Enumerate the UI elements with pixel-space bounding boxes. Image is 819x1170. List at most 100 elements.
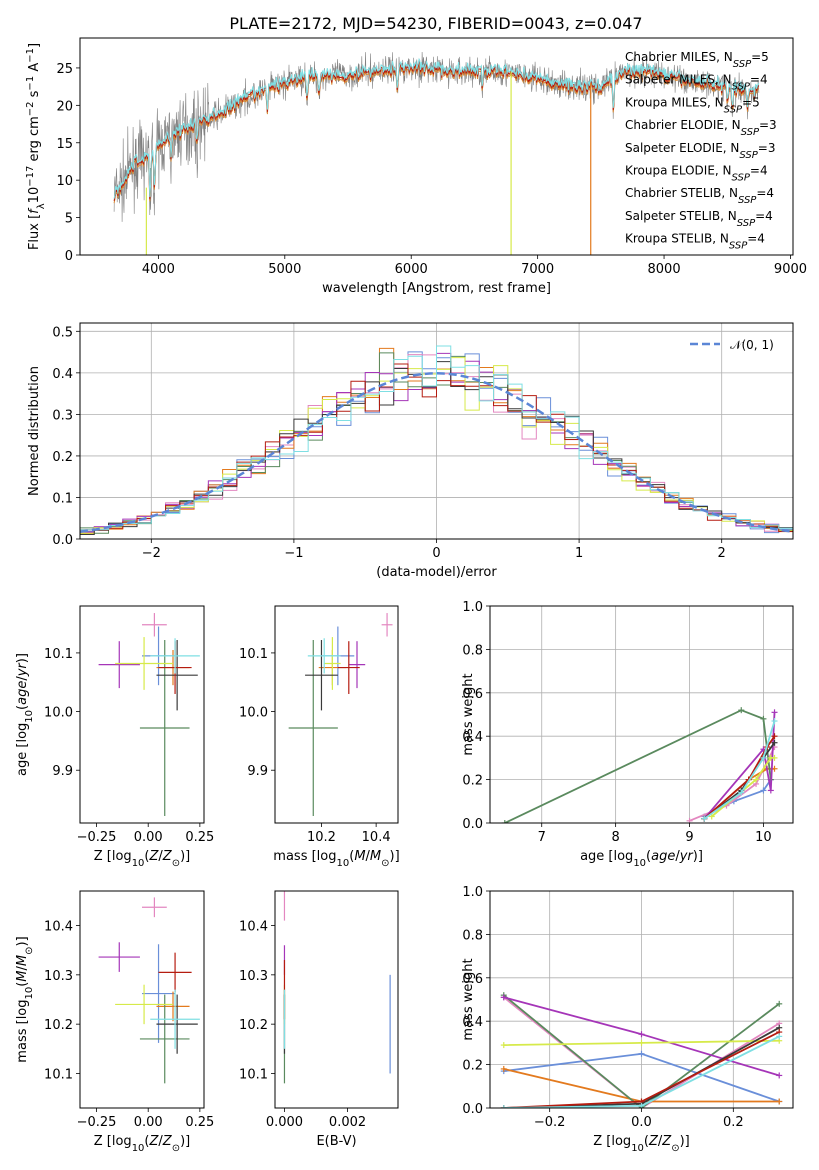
y-tick-label: 0.0 [462,1102,483,1117]
histogram-kroupa-stelib [80,345,793,531]
x-tick-label: −0.25 [77,830,117,845]
y-tick-label: 10.0 [239,706,268,721]
panel-7: 0.000 0.002 10.1 10.2 10.3 10.4 E(B-V) [239,890,399,1149]
panel-3: −0.25 0.00 0.25 9.9 10.0 10.1 Z [log10(Z/Z⊙)] a… [15,605,214,869]
plot-area [113,51,760,255]
y-tick-label: 10.2 [239,1018,268,1033]
plot-area [98,897,200,1084]
x-tick-label: 10.4 [362,830,391,845]
x-tick-label: 1 [575,546,583,561]
x-axis-label: age [log10(age/yr)] [580,849,703,869]
legend-label: Kroupa MILES, NSSP=5 [625,95,760,115]
y-axis-label: mass weight [461,958,476,1040]
axes-frame [274,605,399,824]
x-axis-label: Z [log10(Z/Z⊙)] [94,1134,191,1154]
y-tick-label: 0.4 [462,1015,483,1030]
y-tick-label: 0.5 [52,325,73,340]
y-tick-label: 9.9 [52,764,73,779]
weight-line-chabrier-elodie [503,994,780,1108]
weight-line-salpeter-elodie [703,712,776,820]
panel-5: 7 8 9 10 0.0 0.2 0.4 0.6 0.8 1.0 age [log10(age/yr… [461,600,794,869]
x-tick-label: 0.0 [631,1115,652,1130]
y-tick-label: 0.2 [462,1059,483,1074]
y-tick-label: 0 [65,249,73,264]
y-tick-label: 0.6 [462,687,483,702]
panel-8: −0.2 0.0 0.2 0.0 0.2 0.4 0.6 0.8 1.0 Z [log10(Z/Z… [461,885,794,1154]
y-tick-label: 1.0 [462,600,483,615]
x-tick-label: 7000 [521,262,554,277]
y-tick-label: 0.2 [52,450,73,465]
plot-area [98,613,200,816]
x-axis-label: Z [log10(Z/Z⊙)] [94,849,191,869]
y-tick-label: 10.1 [44,1067,73,1082]
x-tick-label: −2 [142,546,161,561]
legend-label: Salpeter ELODIE, NSSP=3 [625,141,775,161]
y-tick-label: 9.9 [247,764,268,779]
y-tick-label: 5 [65,212,73,227]
legend-label: Kroupa STELIB, NSSP=4 [625,232,765,252]
x-tick-label: 8000 [648,262,681,277]
y-axis-label: Flux [fλ10−17 erg cm−2 s−1 A−1] [25,43,47,250]
y-tick-label: 0.1 [52,491,73,506]
y-axis-label: mass weight [461,673,476,755]
x-tick-label: 10.2 [307,830,336,845]
weight-line-kroupa-stelib [703,720,776,820]
plot-area [500,992,783,1108]
y-axis-label: age [log10(age/yr)] [15,653,35,776]
legend-label: Salpeter STELIB, NSSP=4 [625,209,773,229]
y-tick-label: 0.0 [52,533,73,548]
x-tick-label: 0.00 [134,1115,163,1130]
model-spectrum [113,57,760,199]
x-tick-label: 9000 [774,262,807,277]
y-tick-label: 0.8 [462,928,483,943]
x-tick-label: 0.25 [185,830,214,845]
panel-2: −2 −1 0 1 2 0.0 0.1 0.2 0.3 0.4 0.5 (data-model)/er… [27,322,794,580]
x-tick-label: 0.000 [266,1115,303,1130]
x-axis-label: (data-model)/error [376,565,497,580]
x-tick-label: 2 [718,546,726,561]
gaussian-curve [80,372,793,533]
x-axis-label: wavelength [Angstrom, rest frame] [322,281,551,296]
x-tick-label: 9 [685,830,693,845]
y-tick-label: 1.0 [462,885,483,900]
legend-label: 𝒩(0, 1) [730,338,774,352]
y-tick-label: 0.0 [462,817,483,832]
axes-frame [489,605,794,824]
y-axis-label: mass [log10(M/M⊙)] [15,936,35,1062]
y-tick-label: 10.3 [44,969,73,984]
x-tick-label: 0 [432,546,440,561]
y-tick-label: 15 [56,137,73,152]
y-tick-label: 0.2 [462,774,483,789]
axes-frame [489,890,794,1109]
x-axis-label: mass [log10(M/M⊙)] [273,849,399,869]
weight-line-chabrier-elodie [504,709,772,823]
axes-frame [274,890,399,1109]
y-axis-label: Normed distribution [27,366,42,496]
plot-area [80,345,793,535]
legend: 𝒩(0, 1) [690,338,774,352]
panel-1: 4000 5000 6000 7000 8000 9000 0 5 10 15 20 25 wavele… [25,37,807,296]
panel-6: −0.25 0.00 0.25 10.1 10.2 10.3 10.4 Z [log10(Z/… [15,890,214,1154]
plot-area [288,613,393,816]
x-tick-label: −0.25 [77,1115,117,1130]
x-tick-label: 6000 [395,262,428,277]
axes-frame [79,890,205,1109]
axes-frame [79,605,205,824]
x-tick-label: 10 [755,830,772,845]
x-tick-label: 0.00 [134,830,163,845]
y-tick-label: 25 [56,62,73,77]
y-tick-label: 0.4 [462,730,483,745]
y-tick-label: 20 [56,99,73,114]
panel-4: 10.2 10.4 9.9 10.0 10.1 mass [log10(M/M⊙)] [239,605,400,869]
x-tick-label: 0.002 [329,1115,366,1130]
y-tick-label: 0.8 [462,643,483,658]
y-tick-label: 10.1 [44,647,73,662]
y-tick-label: 0.6 [462,972,483,987]
y-tick-label: 10.0 [44,706,73,721]
y-tick-label: 10.1 [239,647,268,662]
weight-line-salpeter-stelib [703,735,776,820]
grid [490,890,793,1109]
x-tick-label: 8 [611,830,619,845]
plot-area [283,891,391,1084]
